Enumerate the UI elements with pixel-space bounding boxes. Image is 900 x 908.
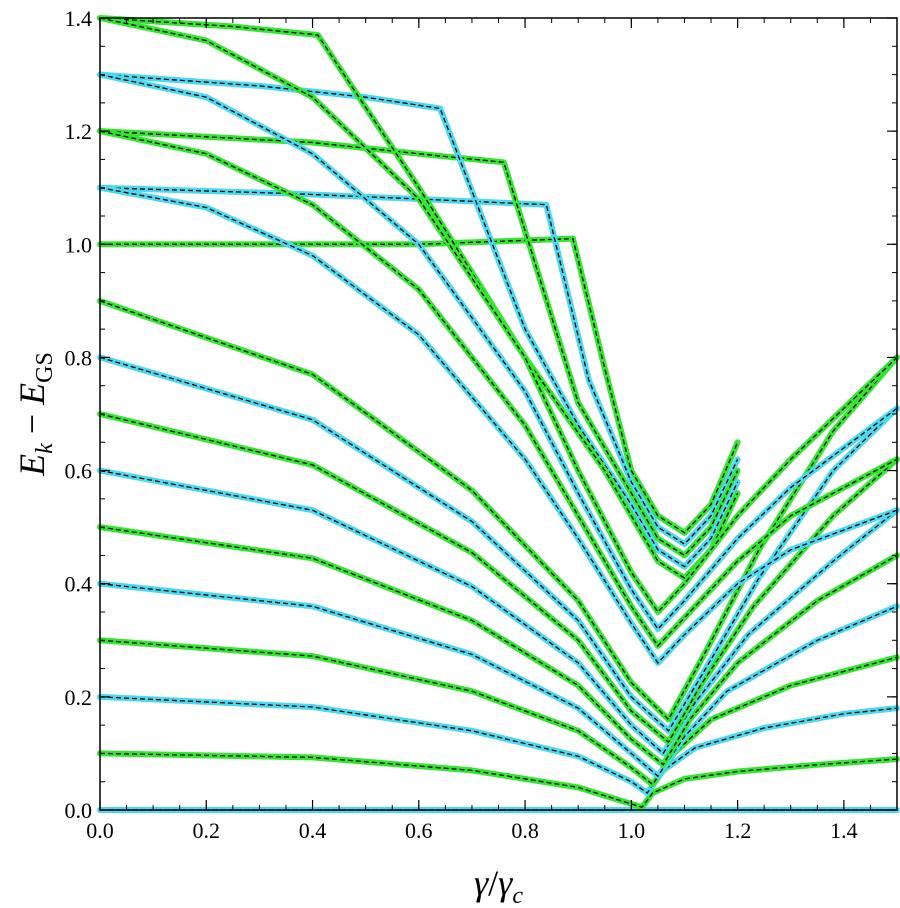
y-tick-label: 1.4 (65, 6, 93, 31)
series-dashed-8 (99, 356, 898, 732)
plot-area (100, 18, 897, 810)
series-dashed-11 (99, 187, 739, 545)
series-dashed-6 (99, 469, 898, 755)
y-tick-label: 0.4 (65, 572, 93, 597)
series-dashed-9 (99, 300, 898, 721)
series-dashed-17 (99, 130, 898, 647)
y-tick-label: 0.0 (65, 798, 93, 823)
series-dashed-16 (99, 73, 898, 631)
x-tick-label: 0.6 (405, 818, 433, 843)
plot-background (100, 18, 897, 810)
series-layer (97, 15, 900, 813)
series-dashed-3 (99, 639, 898, 786)
x-tick-label: 1.2 (724, 818, 752, 843)
y-axis-label: Ek − EGS (12, 352, 58, 477)
series-dashed-4 (99, 583, 898, 778)
series-dashed-2 (99, 696, 898, 794)
x-label-slash: / (488, 863, 498, 903)
series-dashed-18 (99, 187, 898, 664)
series-dashed-5 (99, 526, 898, 766)
x-tick-label: 1.0 (618, 818, 646, 843)
series-dashed-13 (99, 73, 739, 568)
x-axis-label: γ/γc (474, 863, 523, 908)
y-label-a-sub: k (32, 443, 58, 454)
y-label-minus: − (12, 405, 52, 443)
ticks: 0.0 0.2 0.4 0.6 0.8 1.0 1.2 1.4 0.0 0.2 0.4 0.6 0.8 1… (65, 6, 898, 843)
x-label-sub-main: γ (498, 863, 513, 903)
y-tick-label: 0.6 (65, 459, 93, 484)
y-tick-label: 1.2 (65, 119, 93, 144)
x-tick-label: 0.4 (299, 818, 327, 843)
y-tick-label: 0.2 (65, 685, 93, 710)
series-dashed-15 (99, 17, 898, 614)
x-tick-label: 0.2 (193, 818, 221, 843)
series-dashed-1 (99, 752, 898, 808)
x-tick-label: 0.8 (511, 818, 539, 843)
x-label-main: γ (474, 863, 489, 903)
y-tick-label: 0.8 (65, 345, 93, 370)
x-label-sub: c (512, 883, 523, 908)
y-label-a: E (12, 454, 52, 477)
y-tick-label: 1.0 (65, 232, 93, 257)
series-dashed-7 (99, 413, 898, 744)
x-tick-label: 0.0 (86, 818, 114, 843)
y-label-b: E (12, 383, 52, 406)
x-tick-label: 1.4 (830, 818, 858, 843)
series-dashed-10 (100, 237, 739, 534)
y-label-b-sub: GS (32, 352, 58, 383)
